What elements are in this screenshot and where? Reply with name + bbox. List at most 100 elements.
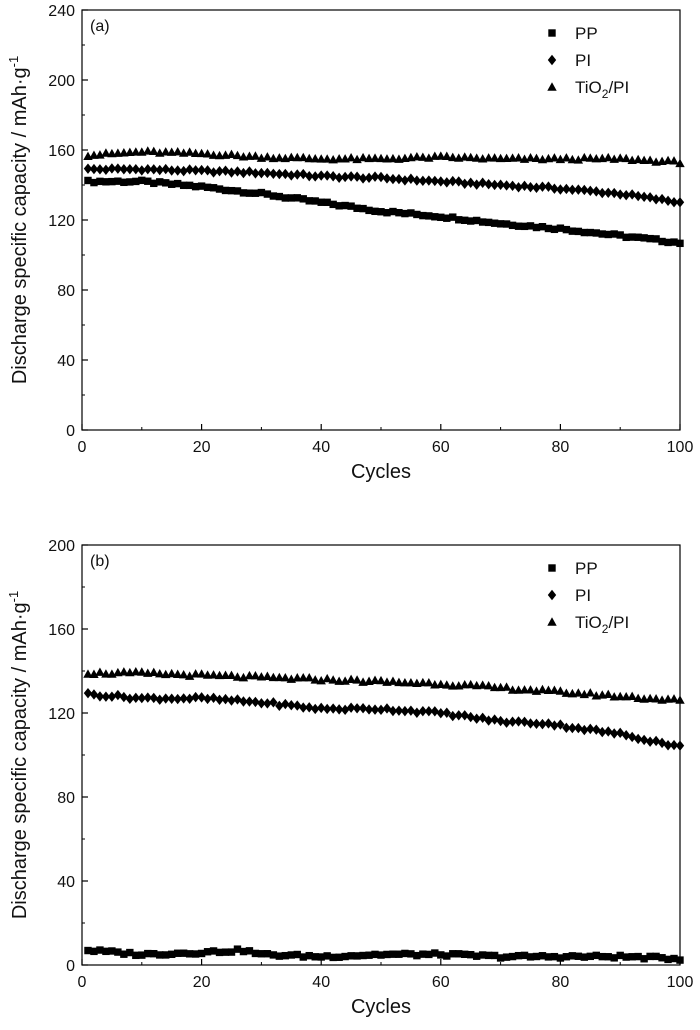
data-point <box>377 951 385 959</box>
data-point <box>544 181 553 192</box>
data-point <box>209 167 218 178</box>
data-point <box>83 163 93 174</box>
data-point <box>436 176 445 187</box>
data-point <box>394 705 404 716</box>
data-point <box>556 224 565 232</box>
data-point <box>467 950 475 959</box>
data-point <box>347 202 355 210</box>
x-tick-label: 0 <box>78 974 87 991</box>
y-tick-label: 40 <box>57 874 75 891</box>
data-point <box>226 149 237 159</box>
data-point <box>322 154 332 163</box>
data-point <box>604 187 613 199</box>
data-point <box>496 954 505 962</box>
data-point <box>400 175 410 186</box>
data-point <box>532 223 541 232</box>
data-point <box>610 187 619 199</box>
data-point <box>275 952 284 960</box>
data-point <box>639 734 649 746</box>
data-point <box>197 692 206 703</box>
data-point <box>579 152 590 162</box>
data-point <box>466 152 476 162</box>
data-point <box>162 951 170 959</box>
data-point <box>461 950 469 959</box>
data-point <box>316 676 326 685</box>
data-point <box>573 155 584 164</box>
y-tick-label: 120 <box>48 706 75 723</box>
data-point <box>461 216 469 225</box>
data-point <box>274 672 285 682</box>
data-point <box>156 951 164 959</box>
data-point <box>221 693 230 705</box>
data-point <box>120 178 128 187</box>
x-tick-label: 80 <box>552 974 570 991</box>
data-point <box>143 163 152 175</box>
data-point <box>514 716 523 727</box>
data-point <box>574 227 583 236</box>
data-point <box>514 182 523 193</box>
data-point <box>96 946 104 954</box>
data-point <box>532 718 541 730</box>
data-point <box>580 184 589 196</box>
data-point <box>346 171 356 182</box>
data-point <box>388 153 398 163</box>
legend-label: TiO2/PI <box>575 78 629 101</box>
data-point <box>155 164 164 176</box>
data-point <box>508 221 517 230</box>
data-point <box>455 950 463 958</box>
data-point <box>101 669 111 678</box>
data-point <box>544 953 553 961</box>
data-point <box>460 152 470 161</box>
legend-marker <box>547 82 557 91</box>
data-point <box>340 704 350 716</box>
data-point <box>173 165 182 176</box>
data-point <box>209 947 218 955</box>
data-point <box>484 715 493 726</box>
data-point <box>215 694 224 705</box>
data-point <box>675 740 685 751</box>
data-point <box>352 171 362 182</box>
data-point <box>567 154 578 164</box>
data-point <box>245 696 254 707</box>
data-point <box>388 173 398 185</box>
data-point <box>663 740 673 751</box>
data-point <box>131 692 141 704</box>
data-point <box>550 183 559 194</box>
legend-b: PP PI TiO2/PI <box>547 559 629 636</box>
data-point <box>490 714 499 725</box>
data-point <box>640 234 648 242</box>
data-point <box>604 230 612 239</box>
data-point <box>83 687 93 699</box>
data-point <box>263 950 272 958</box>
data-point <box>352 675 362 684</box>
data-point <box>215 948 224 957</box>
data-point <box>311 703 320 715</box>
data-point <box>196 148 207 158</box>
data-point <box>358 703 368 714</box>
data-point <box>161 163 170 175</box>
data-point <box>412 152 422 161</box>
data-point <box>250 151 261 160</box>
data-point <box>197 949 206 958</box>
data-point <box>573 688 584 697</box>
data-point <box>144 949 152 958</box>
data-point <box>150 949 158 958</box>
data-point <box>663 195 673 207</box>
data-point <box>173 949 182 957</box>
data-point <box>598 187 607 199</box>
data-point <box>108 947 116 955</box>
data-point <box>203 693 212 705</box>
data-point <box>227 186 236 195</box>
data-point <box>215 185 224 193</box>
data-point <box>317 170 326 181</box>
data-point <box>305 170 314 182</box>
data-point <box>305 197 313 205</box>
data-point <box>419 211 427 220</box>
data-point <box>89 163 99 175</box>
data-point <box>262 152 273 161</box>
y-tick-label: 200 <box>48 73 75 90</box>
data-point <box>670 954 678 963</box>
data-point <box>598 230 606 238</box>
data-point <box>562 953 571 961</box>
data-point <box>107 691 117 702</box>
